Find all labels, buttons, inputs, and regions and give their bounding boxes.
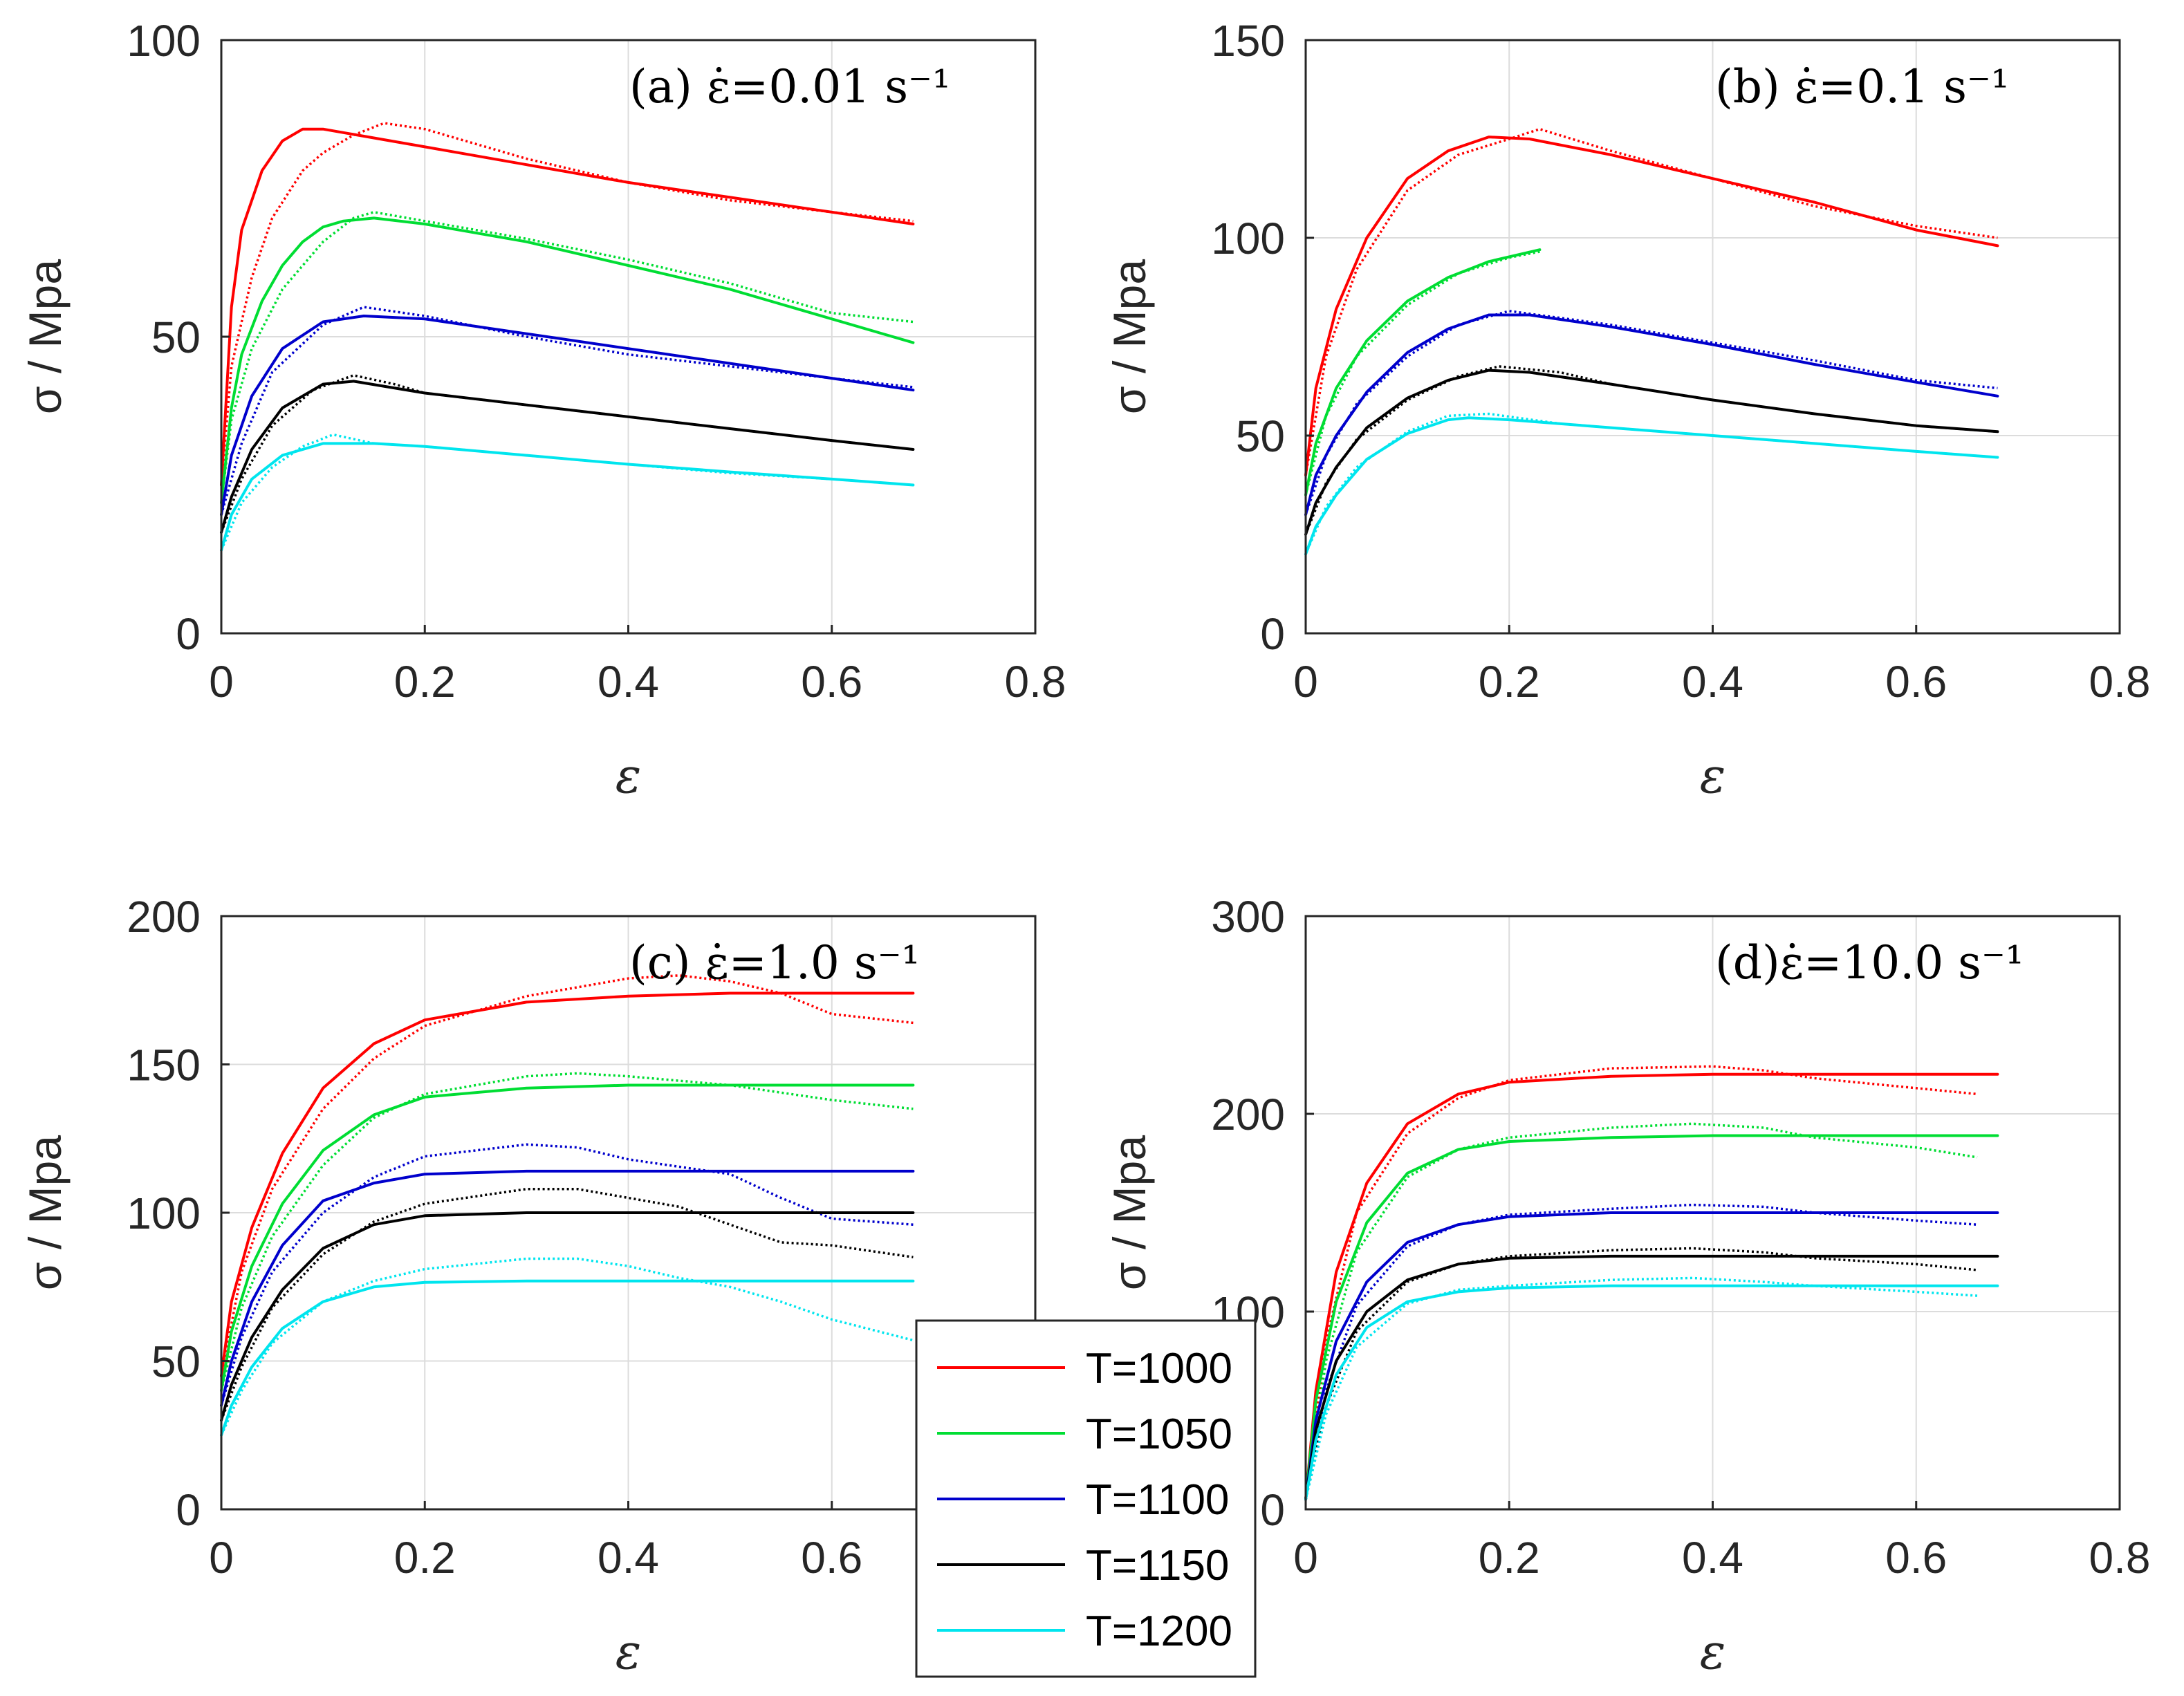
x-axis-label: ε	[616, 1623, 642, 1680]
legend: T=1000 T=1050 T=1100 T=1150 T=1200	[915, 1319, 1257, 1678]
series-model-line	[1304, 248, 1542, 496]
x-tick-label: 0.6	[1885, 657, 1947, 707]
x-tick-label: 0.4	[1682, 1533, 1743, 1583]
series-model-line	[220, 216, 915, 505]
series-model-line	[220, 127, 915, 487]
legend-item: T=1200	[937, 1608, 1232, 1655]
legend-item: T=1000	[937, 1345, 1232, 1392]
chart-panel-a: 0 0.2 0.4 0.6 0.8 0 50 100 ε σ / Mpa (a) ε̇=0.01 s…	[19, 16, 1066, 804]
y-tick-label: 100	[127, 16, 201, 66]
series-experiment-line	[1304, 1122, 1978, 1500]
y-axis-label: σ / Mpa	[1104, 259, 1155, 414]
chart-panel-c: 00.20.40.60.8050100150200εσ / Mpa(c) ε̇=…	[19, 892, 1066, 1680]
x-tick-label: 0.6	[801, 657, 862, 707]
y-tick-label: 100	[127, 1189, 201, 1238]
x-tick-label: 0.2	[1479, 1533, 1540, 1583]
series-experiment-line	[1304, 1203, 1978, 1500]
y-tick-label: 100	[1211, 214, 1285, 263]
series-model-line	[1304, 1134, 1999, 1501]
y-tick-label: 50	[1236, 411, 1285, 461]
series-model-line	[220, 315, 915, 516]
y-tick-label: 50	[151, 313, 201, 362]
x-tick-label: 0	[1293, 1533, 1318, 1583]
legend-label: T=1100	[1086, 1476, 1229, 1524]
x-tick-label: 0.2	[394, 1533, 456, 1583]
series-model-line	[220, 1169, 915, 1407]
x-tick-label: 0.2	[394, 657, 456, 707]
series-experiment-line	[220, 1257, 914, 1436]
series-model-line	[220, 1211, 915, 1422]
y-tick-label: 200	[1211, 1090, 1285, 1139]
x-tick-label: 0	[209, 657, 234, 707]
y-tick-label: 0	[1260, 1485, 1285, 1535]
panel-title: (b) ε̇=0.1 s⁻¹	[1715, 60, 2009, 113]
x-axis-label: ε	[616, 747, 642, 804]
x-axis-label: ε	[1700, 747, 1726, 804]
panel-title: (a) ε̇=0.01 s⁻¹	[629, 60, 950, 113]
y-tick-label: 0	[176, 609, 201, 659]
series-model-line	[220, 442, 915, 552]
legend-label: T=1200	[1086, 1608, 1232, 1655]
series-experiment-line	[220, 1072, 914, 1391]
x-axis-label: ε	[1700, 1623, 1726, 1680]
legend-label: T=1050	[1086, 1410, 1232, 1458]
x-tick-label: 0.4	[598, 1533, 659, 1583]
series-experiment-line	[220, 122, 914, 485]
panel-title: (d)ε̇=10.0 s⁻¹	[1715, 936, 2024, 989]
y-tick-label: 0	[176, 1485, 201, 1535]
y-tick-label: 150	[1211, 16, 1285, 66]
series-experiment-line	[220, 374, 914, 533]
series-model-line	[1304, 136, 1999, 477]
series-model-line	[1304, 1284, 1999, 1501]
x-tick-label: 0.4	[598, 657, 659, 707]
series-model-line	[1304, 1072, 1999, 1501]
series-experiment-line	[220, 1143, 914, 1406]
series-model-line	[1304, 313, 1999, 516]
x-tick-label: 0.8	[2089, 1533, 2151, 1583]
y-axis-label: σ / Mpa	[19, 259, 71, 414]
series-model-line	[1304, 1211, 1999, 1501]
series-model-line	[220, 991, 915, 1377]
y-tick-label: 50	[151, 1337, 201, 1387]
x-tick-label: 0	[1293, 657, 1318, 707]
series-experiment-line	[1304, 1247, 1978, 1500]
x-tick-label: 0.6	[801, 1533, 862, 1583]
y-axis-label: σ / Mpa	[19, 1135, 71, 1290]
series-experiment-line	[220, 1187, 914, 1421]
series-experiment-line	[1304, 365, 1998, 535]
x-tick-label: 0.8	[2089, 657, 2151, 707]
y-tick-label: 200	[127, 892, 201, 942]
chart-panel-b: 0 0.2 0.4 0.6 0.8 0 50 100 150 ε σ / Mpa (b) ε̇=0.1…	[1104, 16, 2150, 804]
y-axis-label: σ / Mpa	[1104, 1135, 1155, 1290]
x-tick-label: 0.6	[1885, 1533, 1947, 1583]
x-tick-label: 0.2	[1479, 657, 1540, 707]
y-tick-label: 150	[127, 1041, 201, 1090]
y-tick-label: 300	[1211, 892, 1285, 942]
legend-label: T=1000	[1086, 1345, 1232, 1392]
series-model-line	[220, 1083, 915, 1392]
x-tick-label: 0.8	[1005, 657, 1066, 707]
series-model-line	[1304, 369, 1999, 536]
x-tick-label: 0.4	[1682, 657, 1743, 707]
legend-item: T=1150	[937, 1542, 1229, 1590]
series-model-line	[1304, 416, 1999, 556]
legend-item: T=1100	[937, 1476, 1229, 1524]
series-model-line	[1304, 1254, 1999, 1501]
y-tick-label: 0	[1260, 609, 1285, 659]
panel-title: (c) ε̇=1.0 s⁻¹	[629, 936, 920, 989]
series-model-line	[220, 1279, 915, 1437]
legend-label: T=1150	[1086, 1542, 1229, 1590]
series-model-line	[220, 380, 915, 534]
series-experiment-line	[1304, 127, 1998, 476]
x-tick-label: 0	[209, 1533, 234, 1583]
legend-item: T=1050	[937, 1410, 1232, 1458]
series-experiment-line	[1304, 1065, 1978, 1500]
